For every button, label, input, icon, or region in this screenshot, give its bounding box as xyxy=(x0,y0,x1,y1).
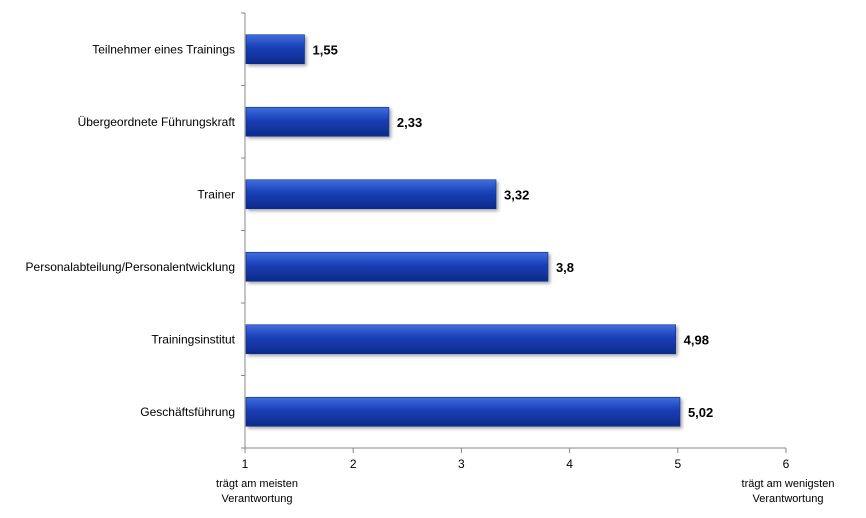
x-min-note: Verantwortung xyxy=(222,493,293,505)
bar xyxy=(245,396,681,427)
bar xyxy=(245,34,305,65)
axes: 1 2 3 4 5 6 trägt am meisten Verantwortung trägt… xyxy=(216,12,835,505)
x-max-note: Verantwortung xyxy=(753,493,824,505)
value-label: 4,98 xyxy=(684,332,709,347)
category-label: Teilnehmer eines Trainings xyxy=(92,42,235,56)
labels: Teilnehmer eines Trainings 1,55 Übergeordn… xyxy=(26,42,714,420)
bar xyxy=(245,251,549,282)
x-tick-label: 1 xyxy=(242,457,249,471)
category-label: Personalabteilung/Personalentwicklung xyxy=(26,260,235,274)
category-label: Trainingsinstitut xyxy=(151,332,235,346)
x-tick-label: 5 xyxy=(674,457,681,471)
value-label: 3,8 xyxy=(556,260,574,275)
value-label: 5,02 xyxy=(688,405,713,420)
x-max-note: trägt am wenigsten xyxy=(742,478,835,490)
x-tick-label: 6 xyxy=(783,457,790,471)
x-tick-label: 4 xyxy=(566,457,573,471)
category-label: Übergeordnete Führungskraft xyxy=(78,115,236,129)
category-label: Trainer xyxy=(197,187,235,201)
value-label: 3,32 xyxy=(504,187,529,202)
x-tick-label: 2 xyxy=(350,457,357,471)
value-label: 1,55 xyxy=(313,42,338,57)
x-tick-label: 3 xyxy=(458,457,465,471)
value-label: 2,33 xyxy=(397,115,422,130)
bar xyxy=(245,106,390,137)
x-min-note: trägt am meisten xyxy=(216,478,298,490)
bars xyxy=(245,34,681,427)
bar xyxy=(245,179,497,210)
bar xyxy=(245,324,676,355)
category-label: Geschäftsführung xyxy=(140,405,235,419)
